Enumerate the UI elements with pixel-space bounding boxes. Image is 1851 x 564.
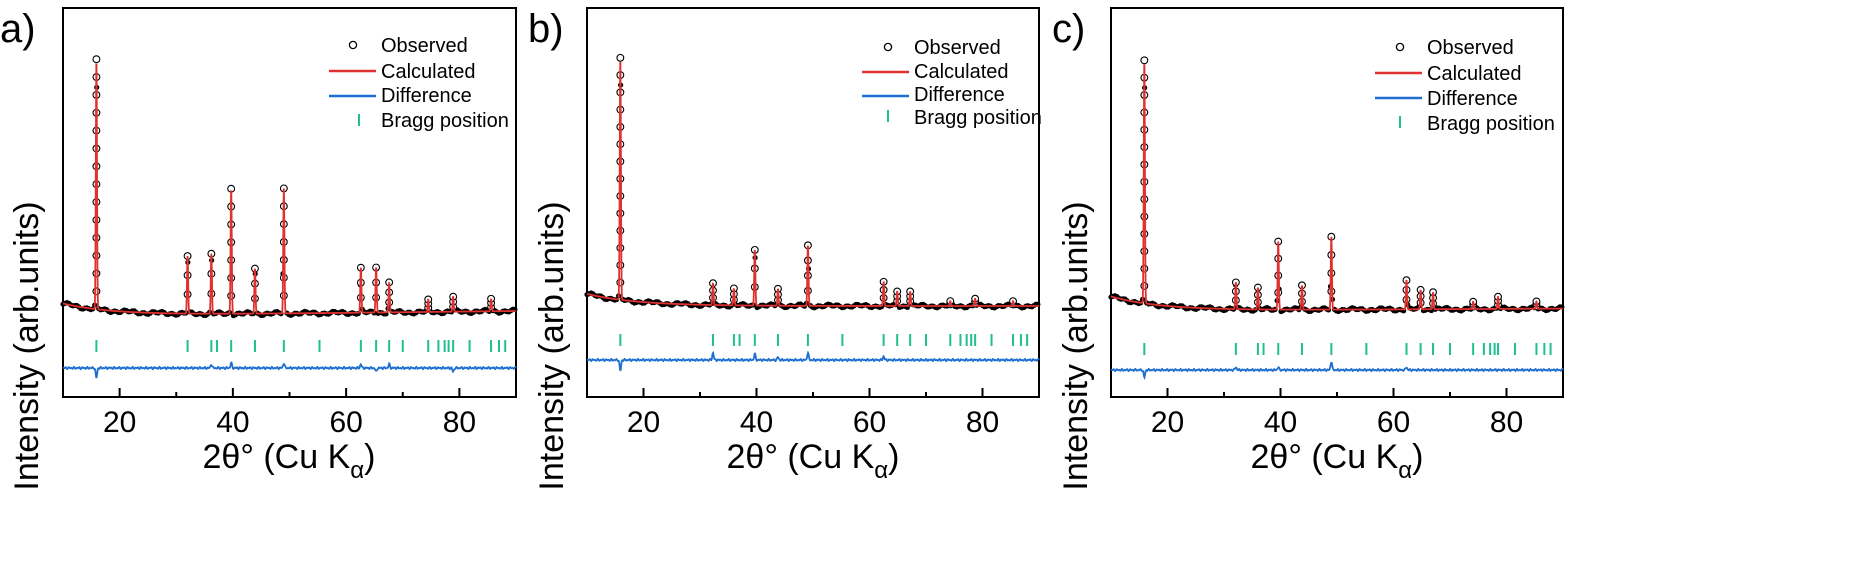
- observed-point: [1140, 282, 1149, 290]
- difference-line: [586, 350, 1040, 372]
- legend-calculated: Calculated: [914, 61, 1009, 83]
- legend-observed: Observed: [381, 35, 468, 57]
- x-tick-label: 40: [1264, 406, 1297, 439]
- x-tick-label: 20: [1151, 406, 1184, 439]
- observed-point: [92, 269, 101, 278]
- legend-observed-marker: [883, 42, 893, 52]
- panel-c-xlabel: 2θ° (Cu Kα): [1251, 438, 1424, 484]
- observed-point: [92, 251, 101, 260]
- x-tick-label: 80: [1490, 406, 1523, 439]
- observed-point: [279, 291, 288, 300]
- legend-observed: Observed: [1427, 37, 1514, 59]
- panel-a-ylabel: Intensity (arb.units): [8, 201, 46, 490]
- x-tick-label: 40: [740, 406, 773, 439]
- panel-b-xlabel: 2θ° (Cu Kα): [727, 438, 900, 484]
- panel-b-xticks: 20 40 60 80: [586, 388, 1040, 439]
- observed-point: [616, 278, 625, 287]
- observed-point: [92, 287, 101, 296]
- legend-difference: Difference: [381, 85, 472, 107]
- calculated-line: [586, 61, 1039, 307]
- x-tick-label: 80: [966, 406, 999, 439]
- panel-b-legend: Observed Calculated Difference Bragg pos…: [862, 37, 1042, 129]
- legend-calculated: Calculated: [1427, 63, 1522, 85]
- panel-c-legend: Observed Calculated Difference Bragg pos…: [1375, 37, 1555, 135]
- x-tick-label: 40: [216, 406, 249, 439]
- panel-a-legend: Observed Calculated Difference Bragg pos…: [329, 35, 509, 132]
- legend-difference: Difference: [1427, 88, 1518, 110]
- x-tick-label: 60: [329, 406, 362, 439]
- x-tick-label: 60: [1377, 406, 1410, 439]
- legend-calculated: Calculated: [381, 61, 476, 83]
- x-tick-label: 80: [443, 406, 476, 439]
- legend-observed: Observed: [914, 37, 1001, 59]
- observed-point: [92, 55, 101, 64]
- observed-point: [1140, 264, 1149, 273]
- x-tick-label: 20: [103, 406, 136, 439]
- observed-point: [616, 261, 625, 270]
- panel-c-plot: [1108, 56, 1565, 381]
- x-tick-label: 60: [853, 406, 886, 439]
- panel-b-plot: [584, 53, 1041, 372]
- panel-b-letter: b): [528, 7, 564, 51]
- panel-c-ylabel: Intensity (arb.units): [1057, 201, 1095, 490]
- panel-a-plot: [60, 55, 518, 379]
- panel-b-ylabel: Intensity (arb.units): [533, 201, 571, 490]
- panel-a-xticks: 20 40 60 80: [62, 388, 517, 439]
- panel-a-xlabel: 2θ° (Cu Kα): [203, 438, 376, 484]
- legend-observed-marker: [348, 40, 358, 50]
- x-tick-label: 20: [627, 406, 660, 439]
- legend-difference: Difference: [914, 84, 1005, 106]
- panel-c-letter: c): [1052, 7, 1085, 51]
- observed-point: [1140, 247, 1149, 256]
- calculated-line: [62, 63, 516, 315]
- difference-line: [62, 361, 517, 379]
- legend-bragg: Bragg position: [914, 107, 1042, 129]
- panel-b: b) Intensity (arb.units) 20 40 60 80 2θ° (C…: [528, 7, 1042, 491]
- calculated-line: [1110, 64, 1563, 311]
- observed-point: [616, 243, 625, 252]
- panel-a: a) Intensity (arb.units) 20 40 60 80 2θ° (C…: [0, 7, 518, 491]
- legend-bragg: Bragg position: [381, 110, 509, 132]
- observed-point: [616, 53, 625, 62]
- legend-observed-marker: [1395, 42, 1405, 52]
- panel-a-letter: a): [0, 7, 36, 51]
- panel-c-xticks: 20 40 60 80: [1110, 388, 1564, 439]
- panel-c: c) Intensity (arb.units) 20 40 60 80 2θ° (C…: [1052, 7, 1565, 491]
- observed-point: [227, 291, 236, 300]
- legend-bragg: Bragg position: [1427, 113, 1555, 135]
- difference-line: [1110, 361, 1564, 381]
- observed-point: [1140, 56, 1149, 65]
